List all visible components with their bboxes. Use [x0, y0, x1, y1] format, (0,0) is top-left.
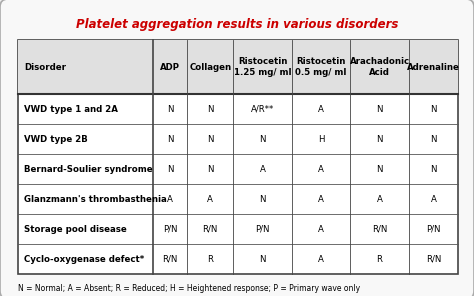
Text: A: A [318, 104, 324, 113]
Text: Adrenaline: Adrenaline [407, 62, 460, 72]
Text: Cyclo-oxygenase defect*: Cyclo-oxygenase defect* [24, 255, 144, 263]
Text: N: N [207, 134, 214, 144]
Text: A: A [377, 194, 383, 204]
Text: Glanzmann's thrombasthenia: Glanzmann's thrombasthenia [24, 194, 167, 204]
Text: H: H [318, 134, 324, 144]
Text: VWD type 1 and 2A: VWD type 1 and 2A [24, 104, 118, 113]
Text: A: A [167, 194, 173, 204]
Text: N: N [376, 165, 383, 173]
Text: R/N: R/N [372, 224, 387, 234]
Text: R/N: R/N [426, 255, 441, 263]
Text: N: N [259, 194, 266, 204]
Text: A/R**: A/R** [251, 104, 274, 113]
Text: Platelet aggregation results in various disorders: Platelet aggregation results in various … [76, 18, 398, 31]
Text: N: N [376, 104, 383, 113]
Text: R/N: R/N [163, 255, 178, 263]
Text: N: N [430, 165, 437, 173]
Text: N: N [430, 104, 437, 113]
Text: P/N: P/N [426, 224, 441, 234]
Text: N: N [167, 165, 173, 173]
Text: VWD type 2B: VWD type 2B [24, 134, 88, 144]
Text: Bernard-Soulier syndrome: Bernard-Soulier syndrome [24, 165, 153, 173]
Text: N: N [207, 165, 214, 173]
Text: A: A [318, 224, 324, 234]
Text: N: N [259, 134, 266, 144]
Text: N: N [207, 104, 214, 113]
Text: A: A [318, 165, 324, 173]
Text: N: N [430, 134, 437, 144]
Text: N: N [376, 134, 383, 144]
Text: Storage pool disease: Storage pool disease [24, 224, 127, 234]
Text: A: A [207, 194, 213, 204]
Text: N = Normal; A = Absent; R = Reduced; H = Heightened response; P = Primary wave o: N = Normal; A = Absent; R = Reduced; H =… [18, 284, 360, 293]
Text: ADP: ADP [160, 62, 180, 72]
Text: Disorder: Disorder [24, 62, 66, 72]
Text: R: R [207, 255, 213, 263]
Text: P/N: P/N [255, 224, 270, 234]
Text: A: A [318, 255, 324, 263]
Text: A: A [318, 194, 324, 204]
Text: Ristocetin
1.25 mg/ ml: Ristocetin 1.25 mg/ ml [234, 57, 292, 77]
Text: N: N [259, 255, 266, 263]
Text: N: N [167, 134, 173, 144]
Text: N: N [167, 104, 173, 113]
Text: Ristocetin
0.5 mg/ ml: Ristocetin 0.5 mg/ ml [295, 57, 347, 77]
Text: Collagen: Collagen [189, 62, 231, 72]
Bar [18, 40, 458, 274]
Bar [18, 40, 458, 94]
Text: A: A [430, 194, 437, 204]
Text: R: R [376, 255, 383, 263]
Text: R/N: R/N [202, 224, 218, 234]
Text: A: A [260, 165, 265, 173]
Text: Arachadonic
Acid: Arachadonic Acid [349, 57, 410, 77]
Text: P/N: P/N [163, 224, 178, 234]
